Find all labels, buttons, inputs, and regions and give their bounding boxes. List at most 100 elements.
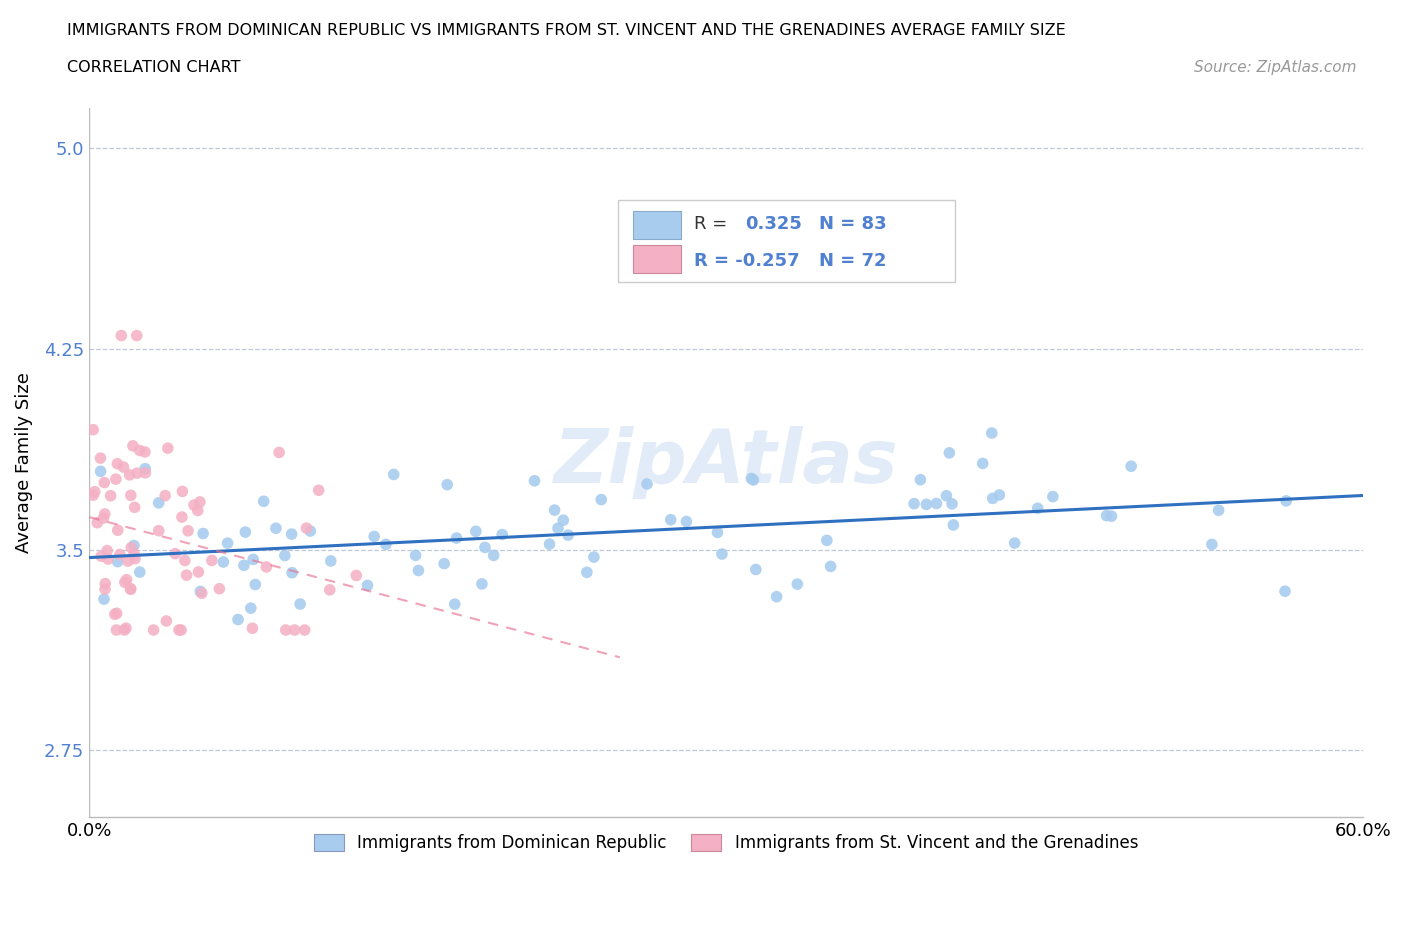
Point — [356, 578, 378, 592]
Point — [1026, 501, 1049, 516]
Point — [1201, 537, 1223, 551]
Point — [980, 426, 1002, 441]
Point — [245, 578, 267, 592]
Point — [745, 562, 768, 577]
Point — [120, 582, 142, 597]
Point — [134, 461, 156, 476]
Point — [471, 577, 494, 591]
Point — [226, 612, 249, 627]
Point — [765, 590, 787, 604]
Point — [1121, 458, 1143, 473]
Point — [935, 488, 957, 503]
Point — [553, 512, 575, 527]
Point — [93, 511, 115, 525]
Point — [94, 507, 117, 522]
Point — [153, 488, 176, 503]
Point — [344, 568, 367, 583]
Point — [134, 445, 156, 459]
FancyBboxPatch shape — [617, 200, 955, 282]
Point — [82, 488, 104, 503]
Point — [120, 581, 142, 596]
Point — [942, 517, 965, 532]
Point — [1095, 508, 1118, 523]
Point — [299, 524, 322, 538]
Point — [443, 597, 465, 612]
Point — [176, 567, 198, 582]
Point — [281, 565, 304, 580]
Text: R = -0.257: R = -0.257 — [695, 251, 800, 270]
Point — [104, 607, 127, 622]
Point — [742, 472, 765, 487]
Point — [90, 464, 112, 479]
Point — [148, 524, 170, 538]
Point — [242, 621, 264, 636]
Point — [177, 524, 200, 538]
Point — [253, 494, 276, 509]
Point — [165, 546, 187, 561]
Point — [142, 622, 165, 637]
Point — [105, 622, 128, 637]
Point — [155, 614, 177, 629]
Point — [125, 466, 148, 481]
Point — [191, 526, 214, 541]
Point — [903, 497, 925, 512]
Point — [267, 445, 290, 460]
Y-axis label: Average Family Size: Average Family Size — [15, 372, 32, 553]
Point — [208, 581, 231, 596]
Point — [104, 472, 127, 486]
Point — [122, 538, 145, 553]
Point — [981, 491, 1004, 506]
Point — [675, 514, 697, 529]
Point — [105, 605, 128, 620]
Point — [636, 476, 658, 491]
Point — [124, 551, 146, 566]
Point — [408, 563, 430, 578]
Point — [491, 527, 513, 542]
Point — [319, 553, 342, 568]
Point — [820, 559, 842, 574]
Point — [786, 577, 808, 591]
Point — [120, 540, 142, 555]
Point — [710, 547, 733, 562]
Point — [915, 497, 938, 512]
Point — [170, 622, 193, 637]
Point — [191, 586, 214, 601]
Point — [405, 548, 427, 563]
Point — [382, 467, 405, 482]
Point — [1042, 489, 1064, 504]
Bar — [633, 245, 682, 273]
Text: N = 83: N = 83 — [818, 215, 887, 232]
Point — [235, 525, 257, 539]
Point — [97, 551, 120, 566]
Point — [538, 537, 561, 551]
Point — [90, 549, 112, 564]
Text: Source: ZipAtlas.com: Source: ZipAtlas.com — [1194, 60, 1357, 75]
Point — [446, 531, 468, 546]
Point — [115, 620, 138, 635]
Bar — [633, 211, 682, 239]
Point — [464, 524, 486, 538]
Point — [925, 496, 948, 511]
Point — [89, 451, 111, 466]
Point — [167, 622, 190, 637]
Point — [239, 601, 262, 616]
Point — [474, 540, 496, 555]
Point — [188, 495, 211, 510]
Point — [100, 488, 122, 503]
Point — [128, 565, 150, 579]
Point — [482, 548, 505, 563]
Point — [83, 485, 105, 499]
Point — [319, 582, 342, 597]
Text: N = 72: N = 72 — [818, 251, 886, 270]
Text: CORRELATION CHART: CORRELATION CHART — [67, 60, 240, 75]
Point — [115, 572, 138, 587]
Point — [363, 529, 385, 544]
Point — [107, 554, 129, 569]
Point — [173, 553, 195, 568]
Point — [112, 459, 135, 474]
Point — [156, 441, 179, 456]
Point — [242, 552, 264, 567]
Point — [938, 445, 960, 460]
Point — [117, 553, 139, 568]
Point — [170, 510, 193, 525]
